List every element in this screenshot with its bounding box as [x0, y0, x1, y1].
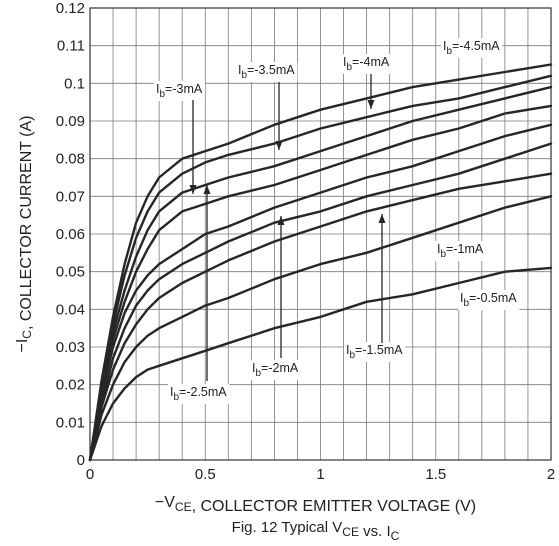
curve-label-background — [236, 62, 298, 82]
x-tick-label: 1.5 — [425, 466, 446, 483]
series-line-ib-4.5ma — [88, 63, 553, 462]
series-line-ib-3.5ma — [88, 85, 553, 462]
annotation-arrow-head — [189, 185, 197, 194]
annotation-arrow-head — [367, 100, 375, 109]
plot-frame — [89, 7, 552, 461]
curve-label-background — [250, 360, 301, 380]
series-line-ib-4ma — [88, 74, 553, 462]
x-tick-label: 0 — [86, 466, 94, 483]
curve-label: Ib=-4.5mA — [443, 39, 500, 57]
y-tick-label: 0.11 — [57, 38, 85, 55]
curve-label-background — [458, 290, 520, 310]
y-tick-label: 0.1 — [64, 75, 85, 92]
curve-label: Ib=-1.5mA — [346, 343, 403, 361]
y-tick-label: 0.12 — [56, 0, 85, 17]
curve-label: Ib=-4mA — [343, 55, 390, 73]
y-tick-label: 0.07 — [56, 188, 85, 205]
y-tick-label: 0.09 — [56, 113, 85, 130]
curve-label-background — [344, 342, 406, 362]
figure-caption: Fig. 12 Typical VCE vs. IC — [232, 519, 400, 543]
y-tick-label: 0.06 — [56, 226, 85, 243]
x-tick-label: 1 — [316, 466, 324, 483]
series-line-ib-0.5ma — [88, 266, 553, 462]
y-tick-label: 0.05 — [56, 264, 85, 281]
series-line-ib-2.5ma — [88, 123, 553, 462]
y-tick-label: 0.02 — [56, 377, 85, 394]
y-axis-title: −IC, COLLECTOR CURRENT (A) — [14, 115, 35, 352]
curve-label: Ib=-2.5mA — [170, 385, 227, 403]
series-line-ib-1.5ma — [88, 172, 553, 462]
curve-label-background — [168, 384, 230, 404]
y-tick-label: 0.08 — [56, 151, 85, 168]
curve-label: Ib=-2mA — [252, 361, 299, 379]
curve-label: Ib=-3.5mA — [238, 63, 295, 81]
annotation-arrow-head — [275, 141, 283, 150]
y-tick-label: 0.04 — [56, 301, 85, 318]
series-line-ib-3ma — [88, 104, 553, 462]
curves — [88, 63, 553, 462]
series-line-ib-1ma — [88, 195, 553, 462]
curve-label: Ib=-0.5mA — [460, 291, 517, 309]
y-tick-label: 0.03 — [56, 339, 85, 356]
x-axis-title: −VCE, COLLECTOR EMITTER VOLTAGE (V) — [155, 494, 476, 515]
curve-label: Ib=-1mA — [437, 242, 484, 260]
curve-label-background — [441, 38, 503, 58]
series-line-ib-2ma — [88, 142, 553, 462]
curve-label-background — [435, 241, 486, 261]
annotation-arrow-head — [277, 216, 285, 225]
x-tick-label: 0.5 — [195, 466, 216, 483]
annotation-arrow-head — [203, 185, 211, 194]
annotation-arrow-head — [378, 214, 386, 223]
curve-label-background — [341, 54, 392, 74]
curve-label: Ib=-3mA — [156, 82, 203, 100]
tick-labels: 0 0.5 1 1.5 2 0 0.01 0.02 0.03 0.04 0.05 0.06 0.07 0.… — [56, 0, 555, 483]
x-tick-label: 2 — [547, 466, 555, 483]
y-tick-label: 0 — [77, 452, 85, 469]
annotations: Ib=-3mA Ib=-3.5mA Ib=-4mA Ib=-4.5mA Ib=-1mA I… — [154, 38, 520, 404]
grid — [89, 7, 552, 461]
y-tick-label: 0.01 — [56, 414, 85, 431]
curve-label-background — [154, 81, 205, 101]
